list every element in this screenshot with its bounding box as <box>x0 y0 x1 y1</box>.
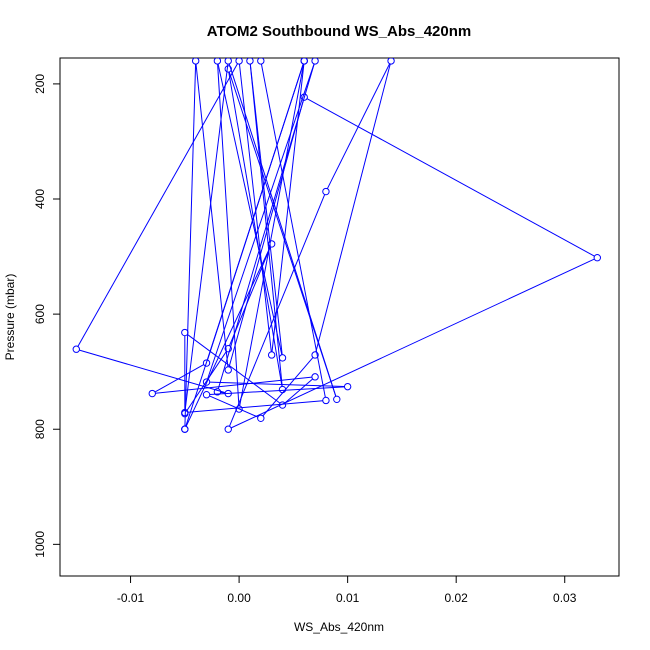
series-line-segment <box>207 63 304 361</box>
data-point <box>278 401 287 409</box>
series-line-segment <box>306 98 595 257</box>
data-point <box>181 328 189 337</box>
plot-frame <box>59 57 620 577</box>
data-point <box>148 389 156 398</box>
data-point <box>202 359 211 367</box>
data-point <box>213 58 222 65</box>
y-tick-label: 600 <box>33 304 47 324</box>
data-point <box>343 382 352 391</box>
series-line-segment <box>217 63 283 355</box>
data-point <box>235 58 243 65</box>
series-line-segment <box>229 246 271 346</box>
data-point <box>224 389 232 398</box>
x-tick-label: 0.00 <box>227 591 251 605</box>
x-axis-label: WS_Abs_420nm <box>294 620 384 634</box>
series-line-segment <box>195 64 229 367</box>
x-axis: -0.01 0.00 0.01 0.02 0.03 <box>117 576 577 605</box>
data-point <box>278 354 287 362</box>
series-line-segment <box>239 63 305 407</box>
x-tick-label: -0.01 <box>117 591 145 605</box>
y-tick-label: 800 <box>33 419 47 439</box>
data-point <box>72 345 80 353</box>
y-axis-label: Pressure (mbar) <box>3 274 17 361</box>
series-line-segment <box>209 395 259 418</box>
data-point <box>267 351 276 359</box>
series-line-segment <box>271 64 305 352</box>
data-point <box>333 395 341 404</box>
data-point <box>202 391 211 399</box>
series-line-segment <box>187 334 281 404</box>
y-axis: 200 400 600 800 1000 <box>33 74 60 558</box>
series-line-segment <box>326 63 391 189</box>
x-tick-label: 0.02 <box>445 591 469 605</box>
data-point <box>311 351 319 359</box>
series-line-segment <box>217 63 315 389</box>
data-point <box>191 58 200 65</box>
series-line-segment <box>228 100 304 368</box>
data-point <box>311 373 319 381</box>
data-point <box>300 93 308 101</box>
y-tick-label: 200 <box>33 74 47 94</box>
data-point <box>181 409 189 418</box>
data-point <box>246 58 254 65</box>
series-line-segment <box>155 376 312 394</box>
data-point <box>202 378 211 386</box>
data-point <box>224 425 232 433</box>
data-point <box>593 254 601 262</box>
data-point <box>278 385 287 394</box>
series-line-segment <box>209 386 345 396</box>
data-point <box>311 58 319 65</box>
data-point <box>224 344 232 353</box>
data-point <box>224 58 232 65</box>
series-line-segment <box>187 400 323 413</box>
data-point <box>224 65 232 73</box>
x-tick-label: 0.03 <box>553 591 577 605</box>
series-line-segment <box>77 63 238 347</box>
series-line-segment <box>238 64 272 352</box>
series-line-segment <box>217 64 240 406</box>
data-point <box>300 58 308 65</box>
series-line-segment <box>315 63 391 353</box>
series-line-segment <box>184 63 229 410</box>
x-tick-label: 0.01 <box>336 591 360 605</box>
data-point <box>257 414 265 422</box>
series-line-segment <box>209 381 345 388</box>
series-line-segment <box>185 246 271 427</box>
data-point <box>257 58 265 65</box>
data-point <box>387 58 395 65</box>
data-point <box>322 396 330 405</box>
y-tick-label: 400 <box>33 189 47 209</box>
data-point <box>213 388 222 396</box>
series-line-segment <box>262 357 314 417</box>
data-point <box>322 187 330 196</box>
chart-title: ATOM2 Southbound WS_Abs_420nm <box>207 23 471 40</box>
data-point <box>224 366 232 374</box>
series-line-segment <box>284 378 313 404</box>
data-point <box>181 425 189 433</box>
series-line-segment <box>154 364 204 393</box>
series-line-segment <box>260 63 326 398</box>
y-tick-label: 1000 <box>33 531 47 558</box>
series-line-segment <box>186 351 227 412</box>
series-line-segment <box>79 349 226 394</box>
series-line-segment <box>184 64 197 427</box>
data-point <box>235 405 243 413</box>
series-line-segment <box>228 72 283 387</box>
data-point <box>267 240 276 248</box>
series-line-segment <box>230 258 595 429</box>
series-line-segment <box>207 63 315 380</box>
plot-area <box>72 58 601 433</box>
